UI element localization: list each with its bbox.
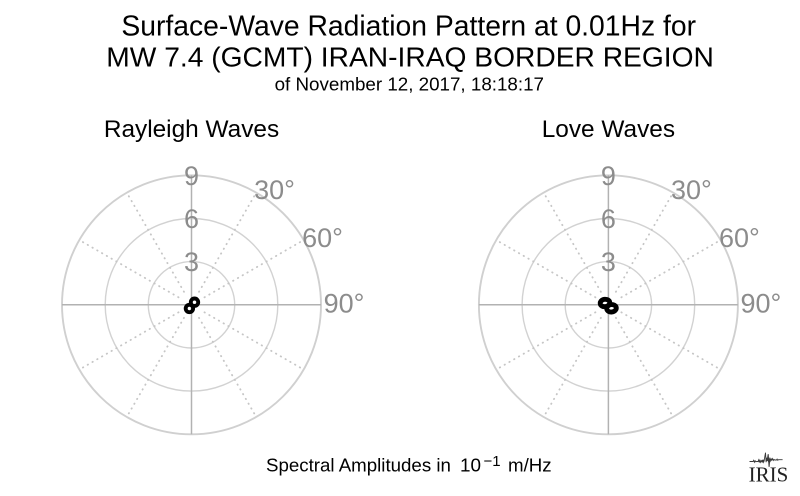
svg-text:Surface-Wave Radiation Pattern: Surface-Wave Radiation Pattern at 0.01Hz…	[121, 10, 696, 42]
svg-text:30°: 30°	[671, 175, 712, 205]
svg-text:3: 3	[184, 247, 199, 277]
svg-text:3: 3	[601, 247, 616, 277]
svg-text:m/Hz: m/Hz	[508, 455, 552, 476]
svg-text:60°: 60°	[302, 223, 343, 253]
svg-text:Spectral Amplitudes in: Spectral Amplitudes in	[266, 455, 451, 476]
svg-text:−1: −1	[484, 453, 501, 470]
svg-text:10: 10	[460, 456, 481, 477]
svg-text:90°: 90°	[324, 289, 365, 319]
svg-text:9: 9	[184, 161, 199, 191]
svg-text:Love Waves: Love Waves	[542, 116, 675, 143]
svg-text:IRIS: IRIS	[749, 463, 789, 487]
svg-text:60°: 60°	[719, 223, 760, 253]
svg-text:of November 12, 2017, 18:18:17: of November 12, 2017, 18:18:17	[275, 73, 544, 94]
svg-text:30°: 30°	[254, 175, 295, 205]
svg-text:9: 9	[601, 161, 616, 191]
svg-text:MW 7.4 (GCMT) IRAN-IRAQ BORDER: MW 7.4 (GCMT) IRAN-IRAQ BORDER REGION	[106, 41, 714, 73]
svg-text:6: 6	[601, 204, 616, 234]
svg-text:Rayleigh Waves: Rayleigh Waves	[104, 116, 279, 143]
svg-text:6: 6	[184, 204, 199, 234]
svg-text:90°: 90°	[741, 289, 782, 319]
